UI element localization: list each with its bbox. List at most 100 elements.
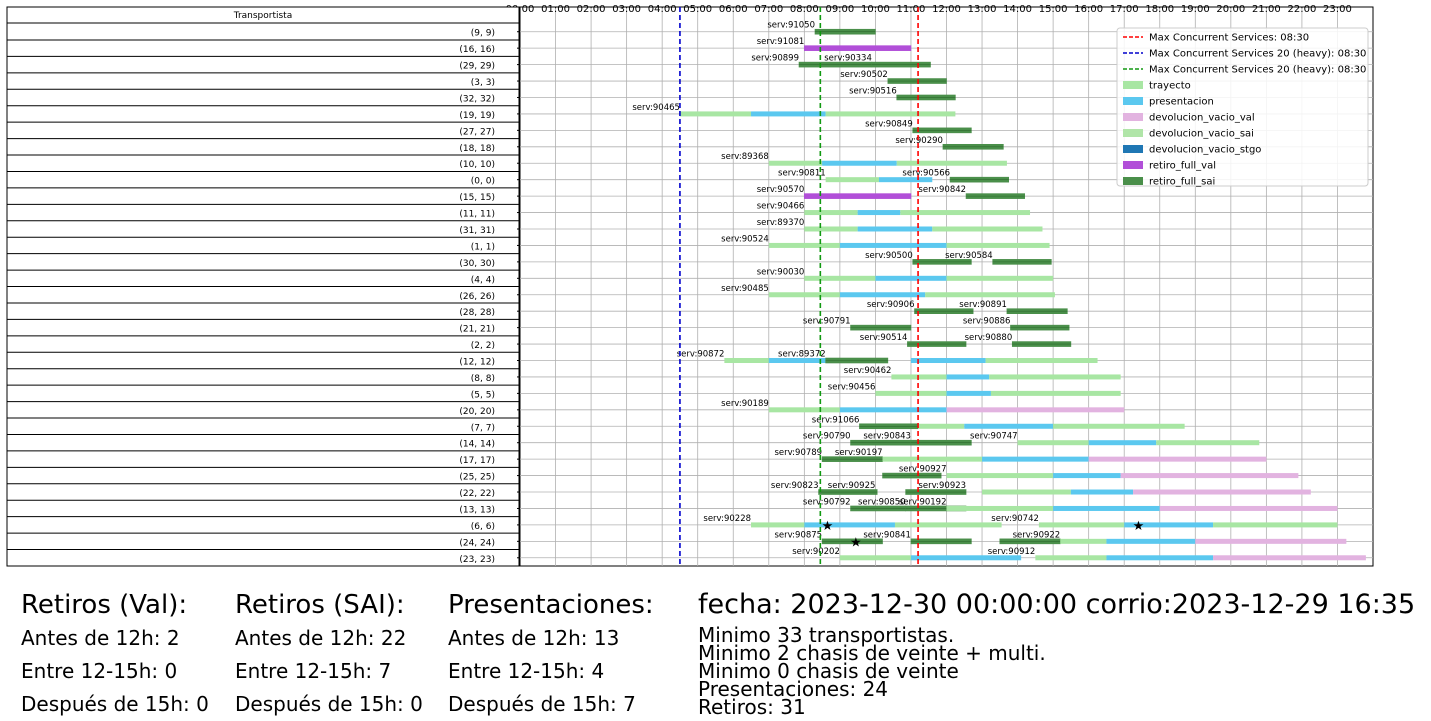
x-tick-label: 00:00 <box>506 4 535 15</box>
service-label: serv:90030 <box>757 267 805 277</box>
service-label: serv:90500 <box>865 251 913 261</box>
service-label: serv:90189 <box>721 399 769 409</box>
bar-presentacion <box>839 292 926 298</box>
x-tick-label: 12:00 <box>932 4 961 15</box>
bar-presentacion <box>839 242 947 248</box>
bar-trayecto <box>990 390 1121 396</box>
bar-trayecto <box>1156 440 1260 446</box>
row-label: (20, 20) <box>459 407 495 417</box>
service-label: serv:90334 <box>824 54 872 64</box>
service-label: serv:90790 <box>803 432 851 442</box>
bar-trayecto <box>875 390 947 396</box>
bar-retiro_full_val <box>804 45 912 51</box>
bar-devolucion_vacio_val <box>1195 538 1347 544</box>
x-tick-label: 23:00 <box>1323 4 1352 15</box>
service-label: serv:90485 <box>721 284 769 294</box>
bar-trayecto <box>839 555 911 561</box>
bar-presentacion <box>946 390 991 396</box>
service-label: serv:90823 <box>771 481 819 491</box>
bar-trayecto <box>679 111 752 117</box>
bar-presentacion <box>822 160 897 166</box>
x-tick-label: 04:00 <box>648 4 677 15</box>
bar-trayecto <box>825 177 879 183</box>
service-label: serv:89370 <box>757 218 805 228</box>
row-label: (2, 2) <box>471 341 495 351</box>
service-label: serv:90842 <box>918 185 966 195</box>
x-tick-label: 20:00 <box>1216 4 1245 15</box>
summary-line: Minimo 33 transportistas. <box>698 623 955 647</box>
row-label: (23, 23) <box>459 555 495 565</box>
bar-trayecto <box>985 358 1098 364</box>
row-label: (26, 26) <box>459 292 495 302</box>
bar-devolucion_vacio_val <box>1120 473 1299 479</box>
stats-line: Antes de 12h: 2 <box>21 626 180 650</box>
star-marker: ★ <box>1133 519 1145 534</box>
x-tick-label: 15:00 <box>1039 4 1068 15</box>
bar-trayecto <box>932 226 1043 232</box>
service-label: serv:91081 <box>757 37 805 47</box>
legend-patch-swatch <box>1123 81 1143 89</box>
x-tick-label: 05:00 <box>683 4 712 15</box>
stats-line: Antes de 12h: 13 <box>448 626 620 650</box>
legend-patch-swatch <box>1123 145 1143 153</box>
legend-label: Max Concurrent Services 20 (heavy): 08:3… <box>1149 65 1366 76</box>
bar-devolucion_vacio_val <box>1213 555 1366 561</box>
bar-presentacion <box>982 456 1089 462</box>
bar-trayecto <box>946 505 1054 511</box>
stats-line: Entre 12-15h: 0 <box>21 659 178 683</box>
service-label: serv:90747 <box>970 432 1018 442</box>
gantt-chart: 00:00 01:00 02:00 03:00 04:00 05:00 06:00 07:00… <box>6 4 1374 567</box>
stats-presentaciones: Presentaciones: Antes de 12h: 13 Entre 1… <box>448 588 654 721</box>
bar-presentacion <box>1053 505 1160 511</box>
row-label: (27, 27) <box>459 127 495 137</box>
bar-presentacion <box>857 226 933 232</box>
service-label: serv:90912 <box>988 547 1036 557</box>
row-label: (30, 30) <box>459 259 495 269</box>
bar-presentacion <box>839 407 947 413</box>
service-label: serv:90899 <box>751 54 799 64</box>
stats-line: Entre 12-15h: 7 <box>235 659 392 683</box>
service-label: serv:90466 <box>757 202 805 212</box>
x-tick-label: 13:00 <box>968 4 997 15</box>
legend-label: devolucion_vacio_val <box>1149 113 1255 124</box>
bar-presentacion <box>1053 473 1121 479</box>
bar-trayecto <box>768 242 840 248</box>
summary-line: Minimo 0 chasis de veinte <box>698 659 959 683</box>
legend-label: Max Concurrent Services 20 (heavy): 08:3… <box>1149 49 1366 60</box>
stats-title: Retiros (Val): <box>21 590 188 620</box>
x-tick-label: 14:00 <box>1003 4 1032 15</box>
row-label: (28, 28) <box>459 308 495 318</box>
service-label: serv:90456 <box>828 382 876 392</box>
bar-trayecto <box>768 160 823 166</box>
service-label: serv:90462 <box>844 366 892 376</box>
service-label: serv:90502 <box>840 70 888 80</box>
row-label: (29, 29) <box>459 62 495 72</box>
row-label: (12, 12) <box>459 358 495 368</box>
legend-patch-swatch <box>1123 129 1143 137</box>
service-label: serv:89372 <box>778 350 826 360</box>
row-label: (17, 17) <box>459 456 495 466</box>
row-label: (21, 21) <box>459 325 495 335</box>
service-label: serv:90927 <box>899 465 947 475</box>
bar-trayecto <box>825 111 956 117</box>
service-label: serv:90792 <box>803 497 851 507</box>
legend-label: retiro_full_val <box>1149 161 1216 172</box>
bar-trayecto <box>882 456 983 462</box>
stats-title: Retiros (SAI): <box>235 590 405 620</box>
bar-trayecto <box>1213 522 1338 528</box>
service-label: serv:90850 <box>858 497 906 507</box>
legend-patch-swatch <box>1123 113 1143 121</box>
service-label: serv:90290 <box>895 136 943 146</box>
row-label: (6, 6) <box>471 522 495 532</box>
x-tick-label: 03:00 <box>612 4 641 15</box>
row-label: (7, 7) <box>471 423 495 433</box>
bar-trayecto <box>989 374 1121 380</box>
x-tick-label: 06:00 <box>719 4 748 15</box>
summary-title: fecha: 2023-12-30 00:00:00 corrio:2023-1… <box>698 589 1416 620</box>
bar-presentacion <box>875 275 947 281</box>
bar-trayecto <box>946 473 1054 479</box>
row-label: (25, 25) <box>459 473 495 483</box>
x-tick-label: 07:00 <box>754 4 783 15</box>
star-marker: ★ <box>822 519 834 534</box>
bar-presentacion <box>946 374 990 380</box>
